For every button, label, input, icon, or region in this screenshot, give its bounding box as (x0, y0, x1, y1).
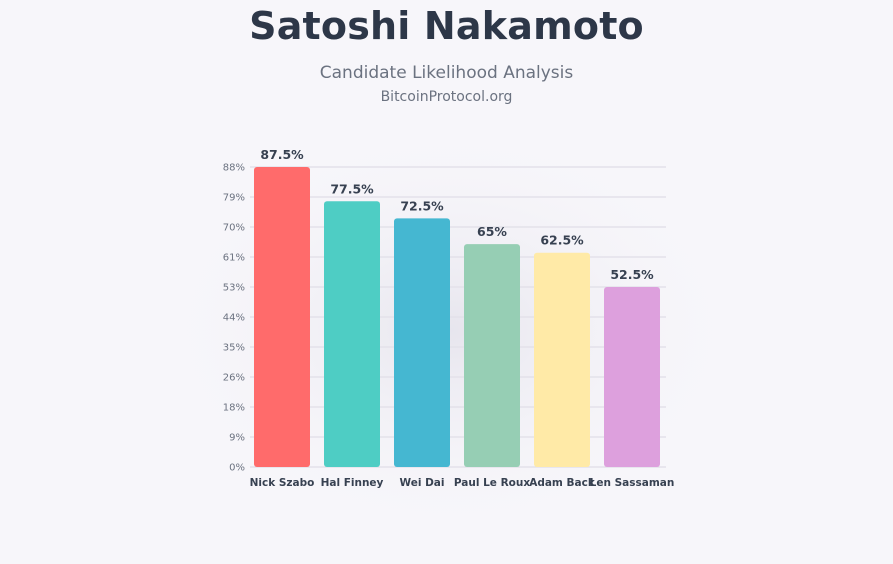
y-tick-label: 53% (223, 283, 245, 294)
bars (254, 167, 660, 468)
x-tick-label: Paul Le Roux (454, 477, 530, 489)
bar-value-label: 65% (477, 224, 507, 239)
bar-value-label: 77.5% (330, 181, 374, 196)
gridlines (250, 166, 666, 468)
bar (254, 167, 310, 467)
bar-value-label: 62.5% (540, 233, 584, 248)
value-labels: 87.5% 77.5% 72.5% 65% 62.5% 52.5% (260, 147, 654, 282)
y-tick-label: 61% (223, 253, 245, 264)
bar (534, 252, 590, 467)
bar (464, 244, 520, 467)
y-tick-label: 70% (223, 223, 245, 234)
y-tick-label: 18% (223, 403, 245, 414)
source-link[interactable]: BitcoinProtocol.org (380, 89, 513, 105)
x-tick-label: Len Sassaman (590, 477, 675, 489)
x-tick-label: Nick Szabo (250, 477, 315, 489)
y-axis-ticks: 0% 9% 18% 26% 35% 44% 53% 61% 70% 79% 88% (223, 163, 245, 474)
y-tick-label: 88% (223, 163, 245, 174)
y-tick-label: 26% (223, 373, 245, 384)
y-tick-label: 9% (229, 433, 245, 444)
bar-value-label: 52.5% (610, 267, 654, 282)
y-tick-label: 35% (223, 343, 245, 354)
x-tick-label: Wei Dai (400, 477, 445, 489)
x-axis-ticks: Nick Szabo Hal Finney Wei Dai Paul Le Roux A… (250, 477, 675, 489)
y-tick-label: 79% (223, 193, 245, 204)
page-subtitle: Candidate Likelihood Analysis (319, 63, 574, 83)
bar-value-label: 87.5% (260, 147, 304, 162)
page-title: Satoshi Nakamoto (249, 4, 644, 48)
bar (324, 201, 380, 468)
bar (394, 218, 450, 467)
y-tick-label: 44% (223, 313, 245, 324)
x-tick-label: Hal Finney (321, 477, 384, 489)
x-tick-label: Adam Back (529, 477, 596, 489)
y-tick-label: 0% (229, 463, 245, 474)
bar (604, 287, 660, 467)
bar-value-label: 72.5% (400, 198, 444, 213)
